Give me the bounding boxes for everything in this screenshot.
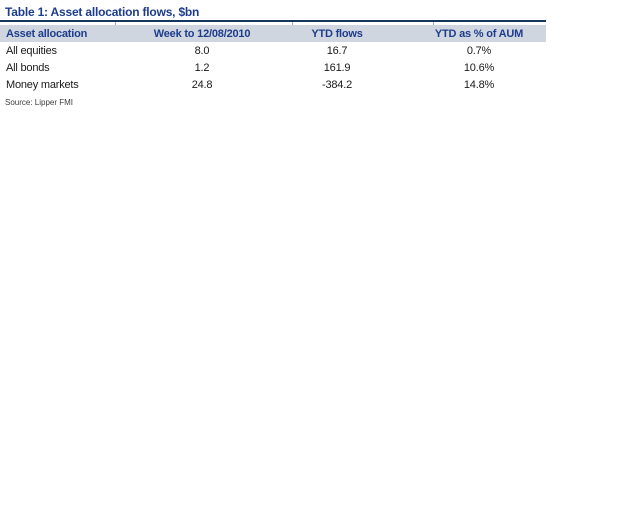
cell-week-flow: 8.0: [194, 44, 210, 57]
row-label: All equities: [6, 44, 57, 57]
cell-week-flow: 1.2: [194, 61, 210, 74]
cell-ytd-flows: -384.2: [322, 78, 352, 91]
table-title-rule: [0, 20, 546, 25]
column-header-ytd-flows: YTD flows: [311, 27, 363, 40]
cell-ytd-pct-aum: 14.8%: [463, 78, 495, 91]
column-boundary-tick: [433, 22, 434, 25]
row-label: All bonds: [6, 61, 50, 74]
column-header-ytd-pct-aum: YTD as % of AUM: [434, 27, 524, 40]
table-row-all-equities: All equities 8.0 16.7 0.7%: [0, 42, 546, 59]
column-header-asset-allocation: Asset allocation: [6, 27, 88, 40]
cell-ytd-flows: 16.7: [326, 44, 348, 57]
column-header-week-flows: Week to 12/08/2010: [153, 27, 251, 40]
table-body: All equities 8.0 16.7 0.7% All bonds 1.2…: [0, 42, 546, 93]
row-label: Money markets: [6, 78, 79, 91]
table-title: Table 1: Asset allocation flows, $bn: [5, 5, 200, 19]
table-header-row: Asset allocation Week to 12/08/2010 YTD …: [0, 25, 546, 42]
column-boundary-tick: [115, 22, 116, 25]
column-boundary-tick: [292, 22, 293, 25]
cell-ytd-pct-aum: 10.6%: [463, 61, 495, 74]
cell-week-flow: 24.8: [191, 78, 213, 91]
table-row-money-markets: Money markets 24.8 -384.2 14.8%: [0, 76, 546, 93]
source-note: Source: Lipper FMI: [5, 98, 74, 107]
table-row-all-bonds: All bonds 1.2 161.9 10.6%: [0, 59, 546, 76]
cell-ytd-flows: 161.9: [323, 61, 351, 74]
cell-ytd-pct-aum: 0.7%: [466, 44, 492, 57]
